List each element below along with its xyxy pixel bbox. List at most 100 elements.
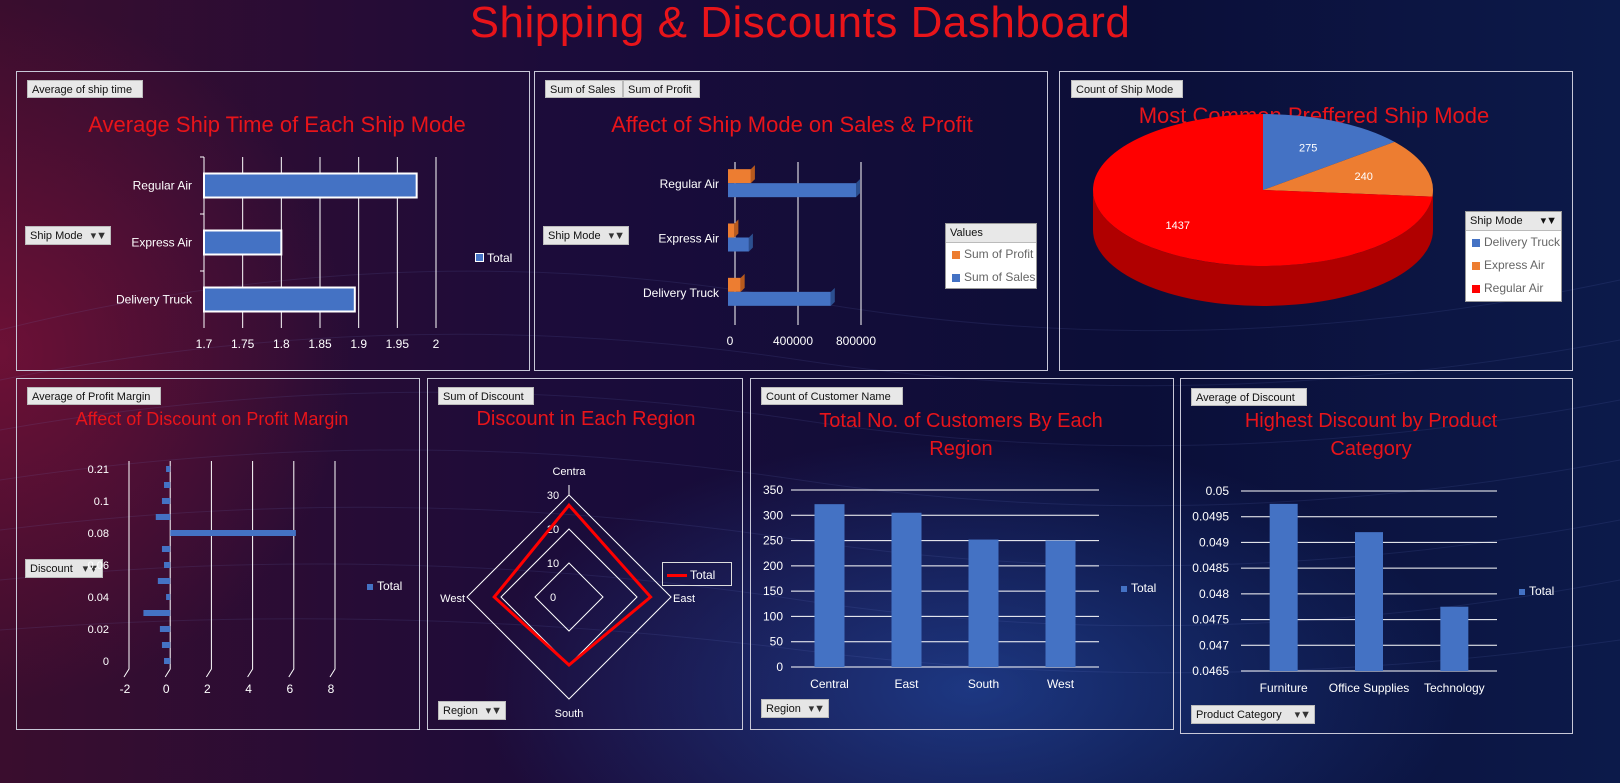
gridline <box>205 461 212 678</box>
bar-profit-side <box>734 219 739 238</box>
field-button-count-of-customer-name[interactable]: Count of Customer Name <box>761 387 903 405</box>
sales-profit-panel[interactable]: Sum of Sales Sum of Profit Affect of Shi… <box>534 71 1048 371</box>
field-button-sum-of-discount[interactable]: Sum of Discount <box>438 387 534 405</box>
category-discount-chart-title: Highest Discount by Product Category <box>1244 410 1498 460</box>
ship-mode-filter[interactable]: Ship Mode ▾▼ <box>25 226 111 245</box>
category-label: Delivery Truck <box>643 286 720 300</box>
y-tick-label: 0.05 <box>1206 484 1230 498</box>
region-filter[interactable]: Region ▾▼ <box>438 701 506 720</box>
y-tick-label: 0.0465 <box>1192 664 1229 678</box>
field-button-average-of-discount[interactable]: Average of Discount <box>1191 388 1307 406</box>
legend-item-profit: Sum of Profit <box>946 243 1036 266</box>
bar-sales-side <box>830 287 835 306</box>
ship-mode-filter-label: Ship Mode <box>548 230 601 242</box>
profit-margin-panel[interactable]: Average of Profit Margin Affect of Disco… <box>16 378 420 730</box>
profit-margin-chart-title: Affect of Discount on Profit Margin <box>75 409 349 429</box>
bar-profit <box>728 169 751 184</box>
bar <box>203 172 418 199</box>
region-filter-label: Region <box>766 703 801 715</box>
field-button-count-of-ship-mode[interactable]: Count of Ship Mode <box>1071 80 1183 98</box>
gridline <box>247 461 254 678</box>
x-tick-label: 400000 <box>773 334 813 348</box>
x-tick-label: 1.7 <box>196 337 213 351</box>
x-tick-label: 1.9 <box>350 337 367 351</box>
region-filter[interactable]: Region ▾▼ <box>761 699 829 718</box>
pie-slice <box>1263 141 1433 197</box>
r-tick-label: 0 <box>550 592 556 604</box>
legend-header[interactable]: Ship Mode ▾▼ <box>1466 212 1561 231</box>
bar-profit <box>728 277 741 292</box>
bar <box>968 539 999 667</box>
y-tick-label: 250 <box>763 534 783 548</box>
customers-panel[interactable]: Count of Customer Name Total No. of Cust… <box>750 378 1174 730</box>
category-label: Centra <box>552 466 586 478</box>
bar <box>164 562 171 568</box>
bar <box>891 512 922 667</box>
bar-sales-side <box>748 233 753 252</box>
field-button-average-ship-time[interactable]: Average of ship time <box>27 80 143 98</box>
legend-item-regular-air: Regular Air <box>1466 277 1561 300</box>
region-discount-legend: Total <box>662 562 732 586</box>
bar <box>164 658 171 664</box>
x-tick-label: 8 <box>328 682 335 696</box>
bar <box>166 594 171 600</box>
bar <box>159 626 171 632</box>
category-discount-panel[interactable]: Average of Discount Highest Discount by … <box>1180 378 1573 734</box>
x-tick-label: 1.95 <box>386 337 410 351</box>
radar-grid-ring <box>534 562 604 632</box>
funnel-icon: ▾▼ <box>485 705 502 717</box>
category-label: Regular Air <box>133 179 192 193</box>
category-label: Delivery Truck <box>116 293 193 307</box>
legend-label: Total <box>690 568 716 582</box>
legend-swatch <box>1519 588 1525 595</box>
ship-mode-pie-chart: 275 240 1437 <box>1093 114 1433 306</box>
field-button-sum-of-sales[interactable]: Sum of Sales <box>545 80 623 98</box>
values-legend: Values Sum of Profit Sum of Sales <box>945 223 1037 289</box>
legend-label: Sum of Profit <box>964 247 1034 261</box>
bar-sales <box>728 183 856 198</box>
legend-swatch <box>475 253 484 262</box>
discount-filter[interactable]: Discount ▾▼ <box>25 559 103 578</box>
bar-sales <box>728 291 831 306</box>
bar-profit-side <box>750 165 755 184</box>
category-label: 0.06 <box>88 560 109 572</box>
product-category-filter-label: Product Category <box>1196 709 1282 721</box>
ship-mode-count-panel[interactable]: Count of Ship Mode Most Common Preffered… <box>1059 71 1573 371</box>
radar-series-line <box>492 502 653 667</box>
ship-mode-legend: Ship Mode ▾▼ Delivery Truck Express Air R… <box>1465 211 1562 302</box>
bar <box>1355 532 1383 671</box>
ship-time-panel[interactable]: Average of ship time Average Ship Time o… <box>16 71 530 371</box>
product-category-filter[interactable]: Product Category ▾▼ <box>1191 705 1315 724</box>
gridline <box>123 461 130 678</box>
y-tick-label: 0.047 <box>1199 638 1229 652</box>
region-discount-chart-title: Discount in Each Region <box>476 408 696 430</box>
bar-profit <box>728 223 735 238</box>
legend-swatch <box>367 583 373 590</box>
bar <box>155 514 171 520</box>
category-label: West <box>1047 677 1075 691</box>
legend-label: Express Air <box>1484 258 1545 272</box>
legend-label: Total <box>1131 581 1157 595</box>
pie-depth <box>1093 190 1433 306</box>
x-tick-label: 4 <box>245 682 252 696</box>
field-button-average-of-profit-margin[interactable]: Average of Profit Margin <box>27 387 161 405</box>
bar <box>161 546 171 552</box>
funnel-icon: ▾▼ <box>608 230 625 242</box>
legend-swatch <box>952 273 960 282</box>
x-tick-label: 0 <box>727 334 734 348</box>
category-label: 0.21 <box>88 464 109 476</box>
region-discount-panel[interactable]: Sum of Discount Discount in Each Region … <box>427 378 743 730</box>
legend-label: Total <box>377 579 403 593</box>
legend-item-express-air: Express Air <box>1466 254 1561 277</box>
y-tick-label: 0.0495 <box>1192 510 1229 524</box>
ship-mode-filter[interactable]: Ship Mode ▾▼ <box>543 226 629 245</box>
y-tick-label: 0.048 <box>1199 587 1229 601</box>
dashboard-title: Shipping & Discounts Dashboard <box>469 0 1131 47</box>
bar <box>166 466 171 472</box>
y-tick-label: 150 <box>763 584 783 598</box>
field-button-sum-of-profit[interactable]: Sum of Profit <box>623 80 700 98</box>
category-label: Express Air <box>131 236 192 250</box>
x-tick-label: 0 <box>163 682 170 696</box>
y-tick-label: 0 <box>776 660 783 674</box>
